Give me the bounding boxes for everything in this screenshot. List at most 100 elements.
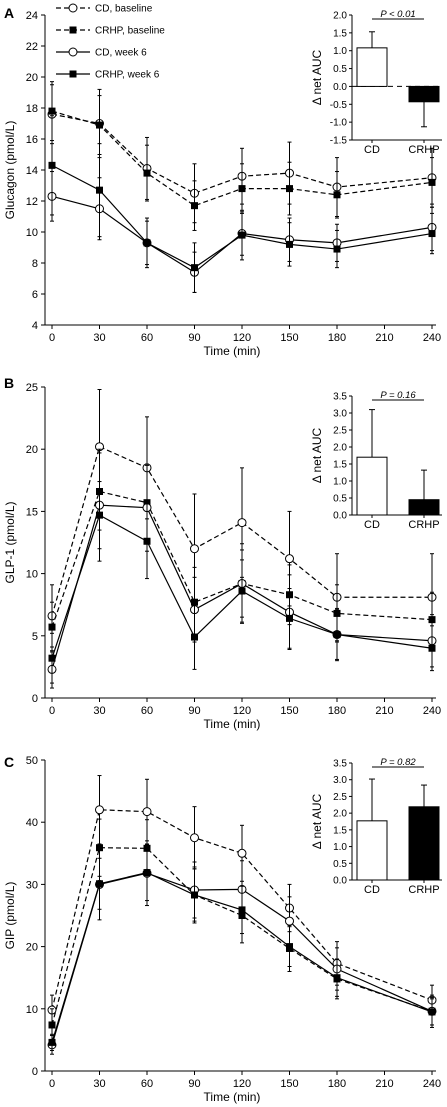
data-point <box>96 186 103 194</box>
x-axis-title: Time (min) <box>204 1090 261 1104</box>
data-point <box>238 906 246 914</box>
inset-y-tick-label: 2.5 <box>333 426 347 437</box>
inset-category-label: CD <box>364 884 380 896</box>
data-point <box>143 169 151 177</box>
y-tick-label: 0 <box>32 693 38 705</box>
data-point <box>143 869 151 877</box>
data-point <box>333 191 341 199</box>
panel-letter: C <box>4 754 14 770</box>
series-4 <box>48 844 436 1051</box>
data-point <box>428 178 436 186</box>
x-tick-label: 150 <box>280 1078 298 1090</box>
data-point <box>95 805 104 815</box>
y-tick-label: 16 <box>26 134 38 146</box>
inset-bar <box>356 820 388 881</box>
series-4 <box>48 481 436 684</box>
data-point <box>285 554 294 564</box>
y-tick-label: 30 <box>26 879 38 891</box>
inset-y-tick-label: 0.0 <box>333 82 347 93</box>
y-axis-title: GLP-1 (pmol/L) <box>3 501 17 583</box>
inset-y-tick-label: 3.0 <box>333 775 347 786</box>
data-point <box>286 240 293 248</box>
inset-y-tick-label: 0.5 <box>333 859 347 870</box>
data-point <box>286 185 293 193</box>
y-tick-label: 4 <box>32 320 38 332</box>
x-tick-label: 150 <box>280 705 298 717</box>
inset-y-tick-label: 1.5 <box>333 28 347 39</box>
inset-y-tick-label: 3.5 <box>333 759 347 770</box>
inset-bar <box>408 806 440 881</box>
inset-category-label: CRHP <box>408 884 439 896</box>
data-point <box>191 202 198 210</box>
y-axis-title: GIP (pmol/L) <box>3 882 17 950</box>
data-point <box>190 833 199 843</box>
inset-y-tick-label: 3.5 <box>333 392 347 403</box>
series-line <box>51 514 433 659</box>
inset-y-tick-label: 1.0 <box>333 842 347 853</box>
series-line <box>51 871 433 1043</box>
y-tick-label: 10 <box>26 569 38 581</box>
data-point <box>143 537 151 545</box>
y-tick-label: 12 <box>26 196 38 208</box>
data-point <box>238 231 246 239</box>
series-line <box>51 110 433 207</box>
data-point <box>48 623 56 631</box>
x-tick-label: 0 <box>49 1078 55 1090</box>
inset-y-tick-label: 0.5 <box>333 494 347 505</box>
x-tick-label: 210 <box>375 1078 393 1090</box>
series-line <box>51 445 432 617</box>
legend-label: CRHP, week 6 <box>95 70 160 81</box>
x-tick-label: 90 <box>188 1078 200 1090</box>
x-tick-label: 60 <box>141 332 153 344</box>
panel-c: C 0 10 20 30 40 50 0 30 60 90 120 150 180 210 240 Time (… <box>3 754 442 1104</box>
legend-label: CD, week 6 <box>95 48 147 59</box>
x-tick-label: 150 <box>280 332 298 344</box>
legend-marker <box>68 47 78 57</box>
legend: CD, baseline CRHP, baseline CD, week 6 CRHP… <box>56 3 165 81</box>
series-line <box>51 504 433 670</box>
inset-bar <box>356 47 388 87</box>
inset-bar-chart: 0.0 0.5 1.0 1.5 2.0 2.5 3.0 3.5 CD CRHP P = 0.16 Δ … <box>310 390 442 531</box>
y-tick-label: 40 <box>26 817 38 829</box>
series-line <box>51 113 433 194</box>
inset-y-tick-label: -0.5 <box>330 100 348 111</box>
inset-category-label: CRHP <box>408 144 439 156</box>
legend-label: CD, baseline <box>95 4 153 15</box>
data-point <box>190 544 199 554</box>
y-tick-label: 20 <box>26 444 38 456</box>
data-point <box>428 230 436 238</box>
series-line <box>51 847 433 1026</box>
x-axis-title: Time (min) <box>204 344 261 358</box>
inset-y-tick-label: 0.0 <box>333 876 347 887</box>
inset-bar-chart: 0.0 0.5 1.0 1.5 2.0 2.5 3.0 3.5 CD CRHP P = 0.82 Δ … <box>310 757 442 896</box>
data-point <box>96 511 103 519</box>
inset-y-tick-label: 2.0 <box>333 443 347 454</box>
data-point <box>286 614 293 622</box>
x-tick-label: 60 <box>141 705 153 717</box>
y-tick-label: 0 <box>32 1066 38 1078</box>
inset-y-tick-label: 0.0 <box>333 511 347 522</box>
data-point <box>142 807 152 817</box>
x-tick-label: 30 <box>93 705 105 717</box>
inset-y-tick-label: 2.0 <box>333 11 347 22</box>
legend-marker <box>69 26 77 34</box>
panel-letter: A <box>4 5 14 21</box>
y-axis-title: Glucagon (pmol/L) <box>3 121 17 220</box>
pvalue-label: P = 0.16 <box>380 390 416 401</box>
data-point <box>48 1038 56 1046</box>
x-tick-label: 210 <box>375 705 393 717</box>
x-tick-label: 60 <box>141 1078 153 1090</box>
inset-y-tick-label: 1.5 <box>333 825 347 836</box>
inset-bar <box>356 456 388 516</box>
x-tick-label: 30 <box>93 332 105 344</box>
inset-y-tick-label: 1.0 <box>333 477 347 488</box>
data-point <box>191 891 198 899</box>
x-tick-label: 240 <box>423 1078 441 1090</box>
inset-y-axis-title: Δ net AUC <box>310 49 324 105</box>
panel-letter: B <box>4 375 14 391</box>
x-tick-label: 120 <box>233 332 251 344</box>
x-tick-label: 30 <box>93 1078 105 1090</box>
y-tick-label: 20 <box>26 942 38 954</box>
